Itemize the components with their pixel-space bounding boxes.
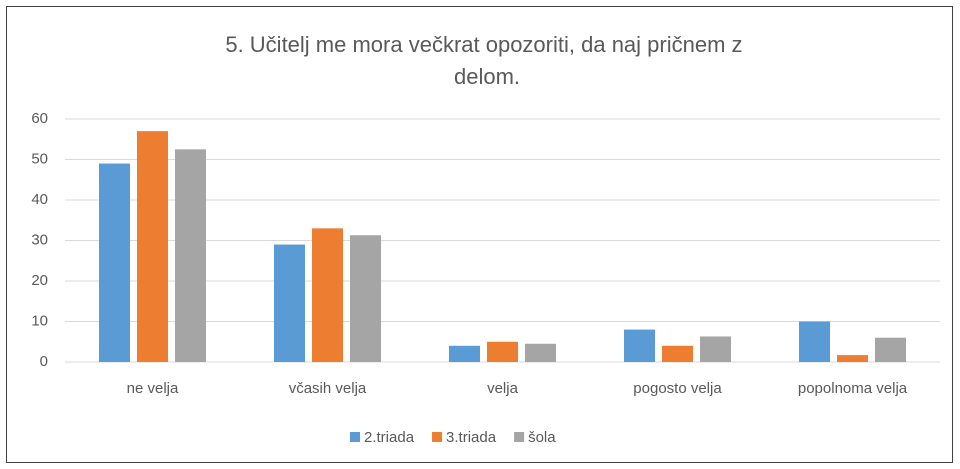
x-tick-label: ne velja <box>127 380 179 397</box>
legend-label: šola <box>528 429 556 446</box>
bar <box>799 321 830 362</box>
legend-swatch <box>514 432 525 442</box>
x-tick-label: pogosto velja <box>633 380 722 397</box>
bar <box>175 149 206 362</box>
y-tick-label: 50 <box>31 150 48 167</box>
legend-label: 3.triada <box>446 429 497 446</box>
bar <box>700 336 731 362</box>
y-tick-label: 10 <box>31 312 48 329</box>
y-tick-label: 60 <box>31 110 48 127</box>
bar <box>487 341 518 362</box>
bar <box>624 329 655 362</box>
title-line: delom. <box>454 64 520 89</box>
bar <box>99 163 130 362</box>
y-tick-label: 40 <box>31 191 48 208</box>
bar <box>837 355 868 362</box>
legend-swatch <box>432 432 443 442</box>
bar <box>137 131 168 362</box>
legend-swatch <box>350 432 360 442</box>
bar <box>312 228 343 362</box>
legend-label: 2.triada <box>364 429 415 446</box>
y-tick-label: 30 <box>31 231 48 248</box>
chart-title: 5. Učitelj me mora večkrat opozoriti, da… <box>225 32 748 89</box>
bar <box>274 244 305 362</box>
bar <box>662 345 693 362</box>
x-tick-label: popolnoma velja <box>798 380 908 397</box>
title-line: 5. Učitelj me mora večkrat opozoriti, da… <box>225 32 742 57</box>
bar <box>525 343 556 362</box>
x-tick-label: včasih velja <box>289 380 367 397</box>
bar <box>350 235 381 362</box>
bar <box>875 337 906 362</box>
y-tick-label: 0 <box>40 353 48 370</box>
x-tick-label: velja <box>487 380 519 397</box>
bar <box>449 345 480 362</box>
y-tick-label: 20 <box>31 272 48 289</box>
